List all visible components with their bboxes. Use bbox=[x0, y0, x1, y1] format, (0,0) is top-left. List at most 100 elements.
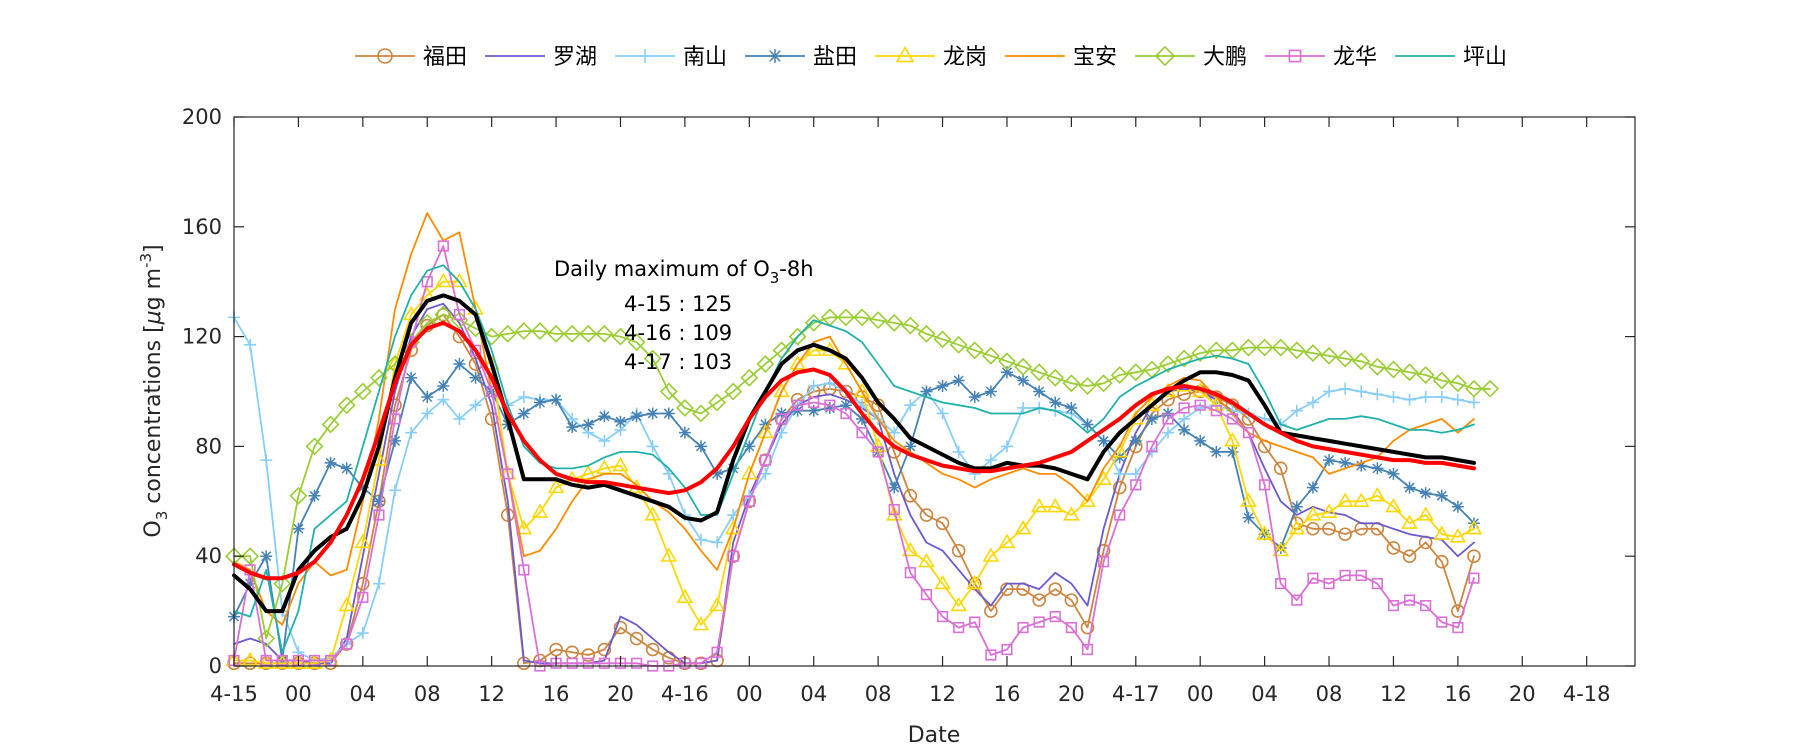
annotation-line-1: 4-15 : 125 bbox=[624, 292, 732, 316]
data-point-square bbox=[969, 616, 981, 628]
series-line bbox=[233, 264, 1475, 654]
data-point-triangle bbox=[1014, 519, 1032, 535]
data-point-diamond bbox=[869, 311, 888, 330]
data-point-square bbox=[1130, 479, 1142, 491]
data-point-circle bbox=[377, 48, 393, 64]
x-tick-label: 00 bbox=[736, 682, 763, 706]
data-point-diamond bbox=[659, 382, 678, 401]
data-point-asterisk bbox=[324, 456, 337, 469]
data-point-square bbox=[566, 657, 578, 669]
series-line bbox=[233, 316, 1475, 662]
data-point-square bbox=[1275, 578, 1287, 590]
x-tick-label: 04 bbox=[349, 682, 376, 706]
data-point-square bbox=[341, 638, 353, 650]
data-point-square bbox=[630, 657, 643, 669]
data-point-square bbox=[1468, 572, 1480, 584]
legend-item: 福田 bbox=[355, 45, 467, 70]
data-point-plus bbox=[936, 407, 949, 420]
data-point-asterisk bbox=[711, 467, 724, 480]
data-point-triangle bbox=[660, 547, 678, 562]
data-point-plus bbox=[1290, 404, 1303, 417]
data-point-plus bbox=[952, 445, 965, 458]
data-point-square bbox=[373, 509, 385, 521]
data-point-plus bbox=[775, 426, 788, 439]
data-point-square bbox=[985, 649, 997, 661]
data-point-diamond bbox=[1352, 352, 1371, 371]
series-7 bbox=[225, 305, 1500, 648]
data-point-square bbox=[1162, 413, 1174, 425]
data-point-asterisk bbox=[550, 393, 563, 406]
data-point-square bbox=[518, 564, 530, 576]
data-point-plus bbox=[1451, 393, 1464, 406]
data-point-asterisk bbox=[662, 407, 675, 420]
data-point-diamond bbox=[241, 547, 260, 566]
data-point-triangle bbox=[1063, 506, 1080, 521]
data-point-diamond bbox=[1159, 355, 1177, 373]
data-point-asterisk bbox=[1419, 487, 1432, 500]
data-point-triangle bbox=[692, 616, 710, 631]
data-point-triangle bbox=[1369, 487, 1386, 502]
data-point-asterisk bbox=[1145, 412, 1158, 425]
y-tick-label: 40 bbox=[195, 544, 222, 568]
data-point-diamond bbox=[482, 327, 501, 346]
data-point-square bbox=[1194, 399, 1206, 411]
data-point-triangle bbox=[1336, 492, 1354, 507]
data-point-asterisk bbox=[1000, 366, 1013, 379]
data-point-asterisk bbox=[614, 415, 627, 428]
data-point-square bbox=[711, 646, 723, 658]
data-point-diamond bbox=[547, 324, 566, 343]
x-tick-label: 20 bbox=[1058, 682, 1085, 706]
data-point-diamond bbox=[981, 346, 1000, 365]
data-point-circle bbox=[951, 543, 966, 558]
series-10 bbox=[232, 293, 1476, 614]
data-point-square bbox=[1146, 440, 1158, 453]
data-point-diamond bbox=[1287, 341, 1306, 360]
data-point-diamond bbox=[1207, 341, 1226, 360]
data-point-square bbox=[1081, 643, 1094, 656]
data-point-square bbox=[469, 344, 482, 356]
data-point-plus bbox=[1162, 426, 1174, 439]
data-point-square bbox=[1452, 621, 1464, 634]
data-point-diamond bbox=[1336, 349, 1355, 368]
data-point-plus bbox=[1419, 390, 1432, 403]
data-point-square bbox=[1371, 578, 1383, 590]
data-point-triangle bbox=[757, 423, 774, 439]
data-point-circle bbox=[1338, 527, 1352, 542]
data-point-asterisk bbox=[1129, 434, 1142, 447]
data-point-asterisk bbox=[1467, 517, 1480, 530]
data-point-plus bbox=[1178, 412, 1191, 425]
data-point-circle bbox=[645, 642, 660, 657]
data-point-square bbox=[1259, 479, 1271, 491]
data-point-plus bbox=[984, 454, 997, 467]
x-tick-label: 04 bbox=[800, 682, 827, 706]
data-point-circle bbox=[1032, 593, 1046, 607]
data-point-square bbox=[421, 276, 433, 288]
data-point-plus bbox=[638, 49, 652, 63]
data-point-diamond bbox=[965, 341, 984, 360]
y-tick-label: 200 bbox=[182, 105, 222, 129]
data-point-asterisk bbox=[517, 407, 530, 420]
legend-item: 大鹏 bbox=[1135, 45, 1247, 70]
data-point-asterisk bbox=[920, 385, 933, 398]
data-point-triangle bbox=[612, 456, 629, 472]
data-point-diamond bbox=[836, 308, 855, 327]
data-point-circle bbox=[903, 489, 918, 503]
data-point-circle bbox=[1434, 554, 1449, 569]
data-point-asterisk bbox=[1178, 423, 1191, 436]
data-point-triangle bbox=[274, 654, 291, 669]
x-axis: 4-15 00 04 08 12 16 20 4-16 00 04 08 12 16 20 4-17 00 04… bbox=[210, 117, 1611, 706]
data-point-triangle bbox=[1224, 432, 1241, 447]
data-point-asterisk bbox=[823, 401, 836, 414]
data-point-triangle bbox=[934, 574, 951, 590]
data-point-triangle bbox=[708, 596, 726, 612]
data-point-square bbox=[775, 413, 788, 425]
data-point-square bbox=[1436, 616, 1448, 628]
data-point-circle bbox=[1322, 521, 1336, 536]
data-point-asterisk bbox=[984, 385, 997, 398]
data-point-triangle bbox=[895, 45, 915, 63]
data-point-asterisk bbox=[1339, 456, 1352, 469]
data-point-asterisk bbox=[1306, 481, 1319, 494]
data-point-triangle bbox=[773, 382, 790, 398]
data-point-asterisk bbox=[260, 550, 273, 563]
data-point-plus bbox=[1371, 388, 1384, 401]
